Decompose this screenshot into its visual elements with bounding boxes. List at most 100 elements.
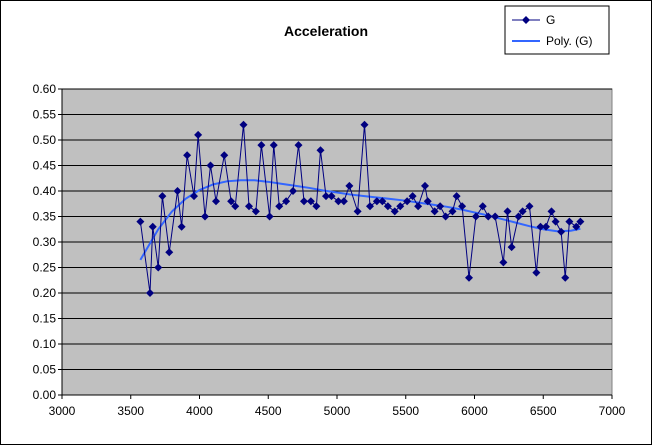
y-axis: 0.00 0.05 0.10 0.15 0.20 0.25 0.30 0.35 0.40 0.45… xyxy=(33,82,63,402)
legend-label-g: G xyxy=(546,13,555,27)
series-g-point-72 xyxy=(561,273,570,282)
x-tick-label-6: 6000 xyxy=(461,404,488,418)
series-g-point-62 xyxy=(507,243,516,252)
series-g-point-10 xyxy=(194,130,203,139)
series-g-point-27 xyxy=(300,197,308,206)
x-tick-label-1: 3500 xyxy=(117,404,144,418)
y-tick-label-3: 0.15 xyxy=(33,312,57,326)
series-g-point-6 xyxy=(173,187,182,195)
series-g-point-4 xyxy=(158,192,167,201)
series-g-point-24 xyxy=(282,197,291,206)
series-g-point-21 xyxy=(265,212,274,221)
x-tick-label-4: 5000 xyxy=(324,404,351,418)
y-tick-label-12: 0.60 xyxy=(33,82,57,96)
series-g-point-67 xyxy=(536,222,545,231)
y-tick-label-4: 0.20 xyxy=(33,286,57,300)
series-g-point-70 xyxy=(551,217,560,226)
series-g-point-45 xyxy=(408,192,417,201)
series-g-point-52 xyxy=(448,207,457,216)
legend-box xyxy=(504,5,610,55)
series-g-point-33 xyxy=(334,197,343,206)
series-g-point-65 xyxy=(525,202,534,211)
series-g-point-32 xyxy=(327,192,336,201)
series-g-point-56 xyxy=(471,212,480,221)
series-g-point-39 xyxy=(372,197,381,206)
series-g-point-7 xyxy=(177,222,186,231)
series-g-point-31 xyxy=(322,192,330,201)
series-g-point-3 xyxy=(154,263,163,272)
y-tick-label-9: 0.45 xyxy=(33,159,57,173)
series-g-point-50 xyxy=(436,202,445,211)
y-tick-label-7: 0.35 xyxy=(33,210,57,224)
series-g-point-17 xyxy=(239,120,248,129)
legend-label-poly: Poly. (G) xyxy=(546,34,592,48)
series-g-point-34 xyxy=(339,197,348,206)
series-g-point-14 xyxy=(220,151,229,160)
series-g-point-48 xyxy=(423,197,432,206)
y-tick-label-5: 0.25 xyxy=(33,261,57,275)
series-g-point-61 xyxy=(503,207,512,216)
series-g-point-11 xyxy=(201,212,209,221)
series-g-point-58 xyxy=(484,212,493,221)
series-g-point-12 xyxy=(206,161,215,170)
series-g-point-2 xyxy=(148,222,157,231)
x-tick-label-7: 6500 xyxy=(530,404,557,418)
y-tick-label-11: 0.55 xyxy=(33,108,57,122)
series-g-point-73 xyxy=(565,217,574,226)
series-g-point-41 xyxy=(383,202,392,211)
series-g-point-55 xyxy=(465,273,473,282)
series-g-point-75 xyxy=(576,217,585,226)
series-g-point-64 xyxy=(518,207,527,216)
series-g-point-30 xyxy=(316,146,325,155)
x-tick-label-5: 5500 xyxy=(392,404,419,418)
series-g-point-9 xyxy=(190,192,198,201)
y-tick-label-2: 0.10 xyxy=(33,337,57,351)
series-g-point-44 xyxy=(403,197,412,206)
series-g-point-1 xyxy=(146,289,154,297)
series-g-point-47 xyxy=(421,181,429,190)
series-g-point-37 xyxy=(360,120,369,129)
series-g-point-29 xyxy=(312,202,321,211)
series-g-point-0 xyxy=(136,217,145,226)
y-tick-label-0: 0.00 xyxy=(33,388,57,402)
series-g-point-13 xyxy=(212,197,220,206)
series-g-point-22 xyxy=(269,141,278,150)
series-g-point-66 xyxy=(532,268,541,277)
series-g-point-16 xyxy=(231,202,240,211)
series-g-point-49 xyxy=(430,207,439,216)
series-g-line xyxy=(139,124,581,294)
x-tick-label-3: 4500 xyxy=(255,404,282,418)
series-g-point-40 xyxy=(378,197,387,206)
series-g-point-59 xyxy=(491,212,500,221)
series-g-point-53 xyxy=(452,192,461,201)
series-g-point-15 xyxy=(227,197,236,206)
series-g-point-51 xyxy=(441,212,450,221)
series-g-point-19 xyxy=(251,207,260,216)
series-g-point-46 xyxy=(414,202,423,211)
y-tick-label-6: 0.30 xyxy=(33,235,57,249)
series-g-point-57 xyxy=(478,202,487,211)
series-poly-g-line xyxy=(139,179,581,261)
series-layer xyxy=(136,120,585,297)
series-g-point-71 xyxy=(557,227,566,236)
series-g-point-36 xyxy=(353,207,362,216)
series-g-point-43 xyxy=(396,202,405,211)
series-g-point-60 xyxy=(499,258,508,267)
series-g-point-18 xyxy=(245,202,253,211)
series-g-point-68 xyxy=(542,222,550,231)
x-axis: 3000 3500 4000 4500 5000 5500 6000 6500 7000 xyxy=(49,394,626,418)
series-g-point-8 xyxy=(183,151,192,160)
series-g-point-74 xyxy=(572,222,581,231)
y-tick-label-10: 0.50 xyxy=(33,133,57,147)
series-g-point-54 xyxy=(458,202,467,211)
y-tick-label-1: 0.05 xyxy=(33,363,57,377)
series-g-point-23 xyxy=(275,202,284,211)
x-tick-label-0: 3000 xyxy=(49,404,76,418)
legend: G Poly. (G) xyxy=(504,5,610,55)
chart-title: Acceleration xyxy=(284,23,368,39)
series-g-point-5 xyxy=(165,248,174,257)
y-tick-label-8: 0.40 xyxy=(33,184,57,198)
series-g-point-20 xyxy=(257,141,266,150)
series-g-point-25 xyxy=(289,187,297,195)
